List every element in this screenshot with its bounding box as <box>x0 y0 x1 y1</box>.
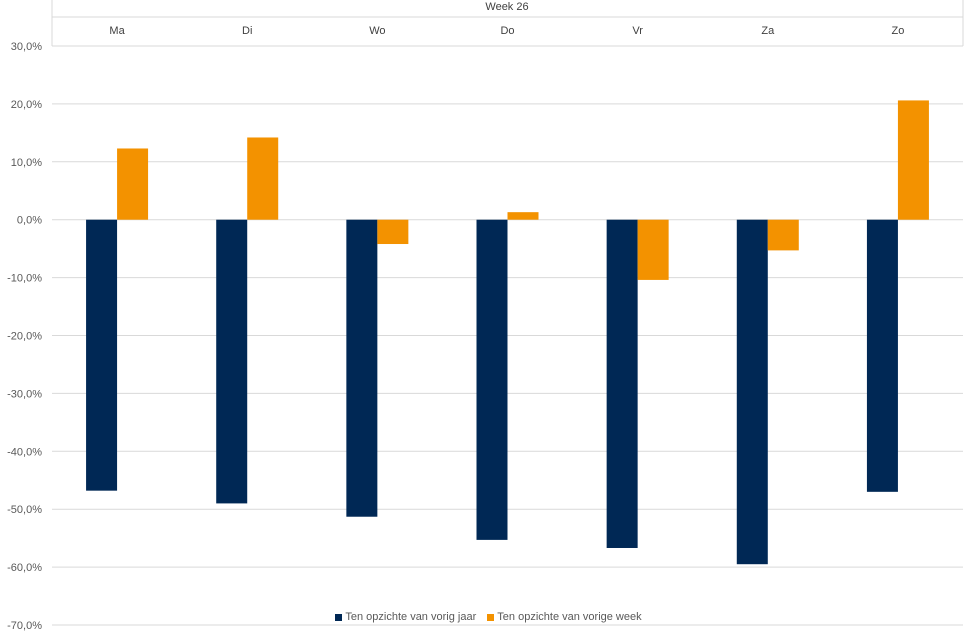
bar-vorig-jaar-vr <box>606 219 638 548</box>
bars <box>86 100 929 565</box>
y-tick-label: 10,0% <box>11 157 42 169</box>
y-tick-label: 20,0% <box>11 99 42 111</box>
bar-vorige-week-za <box>767 219 799 251</box>
y-tick-label: -10,0% <box>7 273 42 285</box>
bar-vorige-week-ma <box>117 148 149 220</box>
y-tick-label: -40,0% <box>7 446 42 458</box>
category-label: Vr <box>632 25 643 37</box>
legend-swatch-vorig-jaar <box>335 613 343 621</box>
bar-vorig-jaar-za <box>736 219 768 565</box>
legend-item-vorige-week: Ten opzichte van vorige week <box>487 611 642 623</box>
bar-vorige-week-vr <box>637 219 669 280</box>
legend-swatch-vorige-week <box>487 613 495 621</box>
y-axis-ticks: 30,0% 20,0% 10,0% 0,0% -10,0% -20,0% -30,0% -40… <box>7 41 42 632</box>
bar-vorig-jaar-ma <box>86 219 118 491</box>
bar-vorig-jaar-do <box>476 219 508 540</box>
bar-vorige-week-di <box>247 137 279 220</box>
category-label: Zo <box>892 25 905 37</box>
legend-item-vorig-jaar: Ten opzichte van vorig jaar <box>335 611 476 623</box>
y-tick-label: 0,0% <box>17 215 42 227</box>
category-label: Za <box>761 25 775 37</box>
legend: Ten opzichte van vorig jaar Ten opzichte… <box>0 611 977 624</box>
category-label: Ma <box>109 25 125 37</box>
y-tick-label: 30,0% <box>11 41 42 53</box>
bar-vorig-jaar-zo <box>866 219 898 492</box>
category-labels: Ma Di Wo Do Vr Za Zo <box>109 25 904 37</box>
y-tick-label: -50,0% <box>7 504 42 516</box>
category-label: Do <box>500 25 514 37</box>
y-tick-label: -30,0% <box>7 388 42 400</box>
category-header: Week 26 <box>51 0 964 46</box>
bar-vorig-jaar-wo <box>346 219 378 517</box>
group-label: Week 26 <box>485 1 528 13</box>
y-tick-label: -20,0% <box>7 331 42 343</box>
bar-vorige-week-zo <box>897 100 929 220</box>
legend-label-vorige-week: Ten opzichte van vorige week <box>497 611 642 623</box>
category-label: Di <box>242 25 252 37</box>
bar-vorig-jaar-di <box>216 219 248 504</box>
y-tick-label: -60,0% <box>7 562 42 574</box>
bar-vorige-week-do <box>507 212 539 220</box>
y-tick-label: -70,0% <box>7 620 42 632</box>
category-label: Wo <box>369 25 385 37</box>
legend-label-vorig-jaar: Ten opzichte van vorig jaar <box>345 611 477 623</box>
bar-vorige-week-wo <box>377 219 409 245</box>
